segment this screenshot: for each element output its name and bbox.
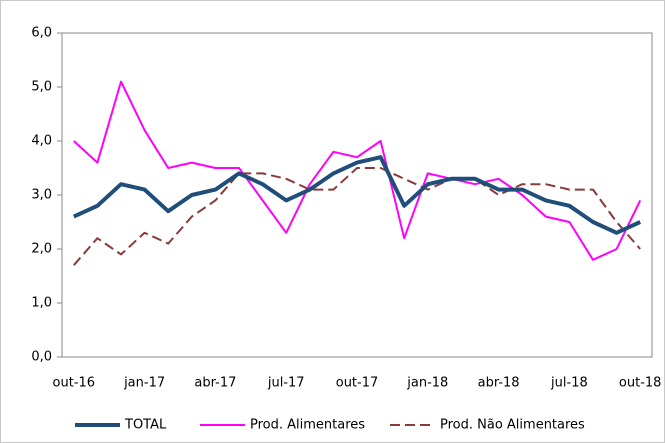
series-line — [73, 80, 642, 261]
series-line — [72, 155, 642, 235]
y-tick-label: 6,0 — [31, 26, 52, 41]
y-tick-label: 3,0 — [31, 188, 52, 203]
legend-label: TOTAL — [124, 418, 167, 433]
x-tick-label: out-18 — [619, 376, 662, 391]
y-tick-label: 1,0 — [31, 296, 52, 311]
series-line — [73, 167, 641, 266]
x-tick-label: jul-17 — [267, 376, 305, 391]
legend-label: Prod. Alimentares — [250, 418, 365, 433]
y-tick-label: 4,0 — [31, 134, 52, 149]
x-tick-label: out-16 — [53, 376, 96, 391]
x-tick-label: abr-18 — [478, 376, 520, 391]
y-tick-label: 0,0 — [31, 350, 52, 365]
legend-label: Prod. Não Alimentares — [440, 418, 585, 433]
x-tick-label: jan-17 — [123, 376, 165, 391]
y-tick-label: 2,0 — [31, 242, 52, 257]
x-tick-label: jul-18 — [550, 376, 588, 391]
y-tick-label: 5,0 — [31, 80, 52, 95]
x-tick-label: jan-18 — [406, 376, 448, 391]
x-tick-label: abr-17 — [194, 376, 236, 391]
x-tick-label: out-17 — [336, 376, 379, 391]
